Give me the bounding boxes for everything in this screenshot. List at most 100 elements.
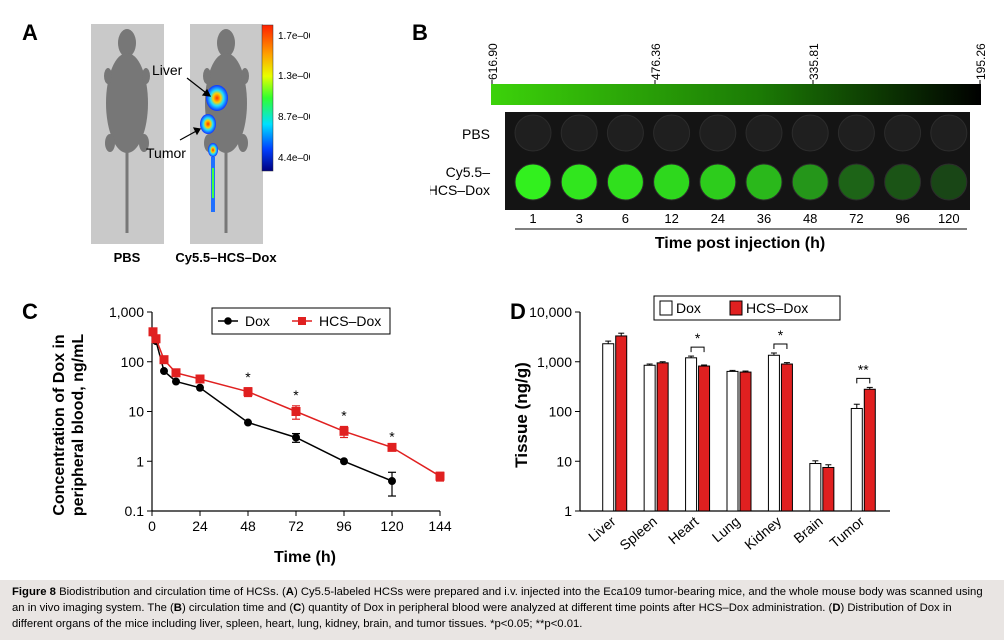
chart-d-category-label: Kidney bbox=[741, 513, 784, 553]
pbs-well bbox=[653, 114, 691, 152]
chart-c-xlabel: Time (h) bbox=[274, 549, 336, 566]
liver-label: Liver bbox=[152, 62, 183, 78]
significance-bracket bbox=[690, 346, 705, 353]
pbs-well bbox=[791, 114, 829, 152]
treated-row-label-1: Cy5.5– bbox=[446, 164, 491, 180]
pbs-row-label: PBS bbox=[462, 126, 490, 142]
bar-lung-dox bbox=[726, 370, 739, 512]
chart-d-category-label: Lung bbox=[709, 513, 743, 545]
chart-c-xtick-label: 48 bbox=[240, 518, 256, 534]
data-point-hcs-dox bbox=[171, 368, 181, 378]
caption-text-a: Cy5.5-labeled HCSs were prepared and i.v… bbox=[12, 586, 983, 614]
pbs-well bbox=[606, 114, 644, 152]
data-point-dox bbox=[196, 383, 204, 392]
chart-d-ytick-label: 10,000 bbox=[529, 304, 572, 320]
fluorescence-signal bbox=[200, 85, 228, 212]
significance-marker: * bbox=[341, 407, 347, 423]
chart-d-ylabel: Tissue (ng/g) bbox=[512, 362, 531, 467]
chart-d-ytick-label: 1,000 bbox=[537, 354, 572, 370]
colorbar-tick: 4.4e–003 bbox=[278, 153, 310, 164]
chart-c-xtick-label: 24 bbox=[192, 518, 208, 534]
chart-c-ytick-label: 10 bbox=[128, 404, 144, 420]
treated-well bbox=[837, 163, 875, 201]
time-labels: 1 3 6 12 24 36 48 72 96 120 bbox=[529, 211, 959, 226]
chart-d-category-label: Brain bbox=[790, 513, 825, 546]
pbs-well bbox=[837, 114, 875, 152]
chart-c-ytick-label: 100 bbox=[121, 354, 145, 370]
bar-tumor-dox bbox=[850, 407, 863, 512]
chart-d-ytick-label: 100 bbox=[549, 404, 573, 420]
treated-well bbox=[560, 163, 598, 201]
bar-brain-hcs-dox bbox=[822, 466, 835, 512]
panel-a-letter: A bbox=[22, 20, 38, 45]
panel-d-chart: Tissue (ng/g) 10,000 1,000 100 10 1 LiverSple… bbox=[512, 295, 890, 553]
treated-well bbox=[791, 163, 829, 201]
colorbar-ticks: 1.7e–004 1.3e–004 8.7e–003 4.4e–003 bbox=[278, 31, 310, 164]
bar-brain-dox bbox=[809, 463, 822, 512]
caption-text-c: quantity of Dox in peripheral blood were… bbox=[308, 602, 826, 614]
intensity-gradient-bar bbox=[491, 84, 981, 105]
pbs-well bbox=[560, 114, 598, 152]
significance-marker: * bbox=[389, 428, 395, 444]
treated-well bbox=[699, 163, 737, 201]
panel-c-letter: C bbox=[22, 299, 38, 324]
data-point-dox bbox=[172, 377, 180, 386]
chart-c-legend: Dox HCS–Dox bbox=[211, 307, 391, 335]
pbs-well bbox=[699, 114, 737, 152]
pbs-well bbox=[930, 114, 968, 152]
significance-bracket bbox=[773, 343, 788, 349]
caption-text-d: Distribution of Dox in different organs … bbox=[12, 602, 952, 630]
chart-c-xtick-label: 144 bbox=[428, 518, 452, 534]
treated-well bbox=[745, 163, 783, 201]
legend-hcs-label: HCS–Dox bbox=[319, 313, 381, 329]
time-label: 1 bbox=[529, 211, 536, 226]
treated-well bbox=[514, 163, 552, 201]
time-label: 96 bbox=[895, 211, 909, 226]
time-label: 48 bbox=[803, 211, 817, 226]
gradient-tick: 335.81 bbox=[807, 43, 821, 80]
data-point-hcs-dox bbox=[387, 442, 397, 452]
data-point-hcs-dox bbox=[339, 426, 349, 436]
data-point-dox bbox=[388, 477, 396, 486]
caption-significance: *p<0.05; **p<0.01. bbox=[490, 618, 583, 630]
chart-d-ytick-label: 1 bbox=[564, 503, 572, 519]
panel-a-imaging: Liver Tumor 1.7e–004 1.3e–004 8.7e–003 4… bbox=[91, 24, 310, 265]
data-point-dox bbox=[244, 418, 252, 427]
time-label: 3 bbox=[576, 211, 583, 226]
data-point-dox bbox=[292, 433, 300, 442]
bar-heart-hcs-dox bbox=[698, 365, 711, 512]
colorbar-tick: 1.7e–004 bbox=[278, 31, 310, 42]
data-point-hcs-dox bbox=[435, 471, 445, 481]
time-axis-title: Time post injection (h) bbox=[655, 235, 825, 252]
annotation-arrows bbox=[179, 77, 212, 141]
data-point-hcs-dox bbox=[243, 387, 253, 397]
treated-mouse-label: Cy5.5–HCS–Dox bbox=[175, 250, 277, 265]
pbs-wells bbox=[514, 114, 968, 152]
bar-kidney-dox bbox=[767, 354, 780, 512]
chart-c-ylabel-2: peripheral blood, ng/mL bbox=[70, 334, 87, 516]
gradient-tick-marks bbox=[491, 80, 981, 84]
data-point-hcs-dox bbox=[195, 374, 205, 384]
gradient-tick: 195.26 bbox=[974, 43, 988, 80]
bar-heart-dox bbox=[685, 357, 698, 512]
significance-marker: * bbox=[778, 327, 784, 343]
bar-liver-dox bbox=[602, 343, 615, 512]
data-point-hcs-dox bbox=[291, 407, 301, 416]
chart-c-ytick-label: 1 bbox=[136, 453, 144, 469]
bar-kidney-hcs-dox bbox=[780, 363, 793, 512]
chart-d-category-label: Liver bbox=[585, 513, 619, 545]
chart-c-ytick-label: 1,000 bbox=[109, 304, 144, 320]
pbs-well bbox=[884, 114, 922, 152]
legend-hcs-label: HCS–Dox bbox=[746, 300, 808, 316]
caption-title: Biodistribution and circulation time of … bbox=[59, 586, 279, 598]
chart-c-ylabel-1: Concentration of Dox in bbox=[51, 334, 68, 515]
bar-spleen-dox bbox=[643, 364, 656, 512]
time-label: 6 bbox=[622, 211, 629, 226]
legend-dox-label: Dox bbox=[245, 313, 270, 329]
time-label: 120 bbox=[938, 211, 960, 226]
legend-dox-marker bbox=[224, 317, 232, 325]
data-point-hcs-dox bbox=[148, 327, 158, 337]
treated-well bbox=[653, 163, 691, 201]
time-label: 24 bbox=[711, 211, 725, 226]
treated-well bbox=[930, 163, 968, 201]
